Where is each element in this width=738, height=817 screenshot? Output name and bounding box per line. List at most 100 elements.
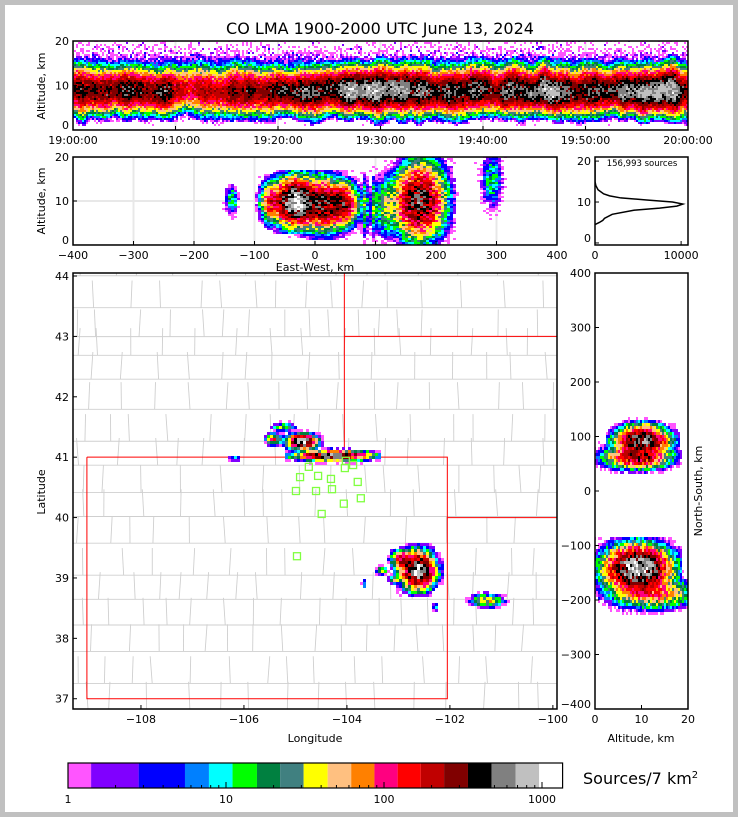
density-cell [300, 80, 302, 82]
density-cell [186, 104, 188, 106]
density-cell [252, 76, 254, 78]
density-cell [88, 44, 90, 46]
density-cell [268, 104, 270, 106]
density-cell [166, 84, 168, 86]
figure-canvas [5, 5, 733, 812]
density-cell [80, 96, 82, 98]
density-cell [80, 80, 82, 82]
density-cell [132, 74, 134, 76]
density-cell [198, 114, 200, 116]
density-cell [108, 108, 110, 110]
density-cell [212, 80, 214, 82]
density-cell [126, 112, 128, 114]
density-cell [170, 118, 172, 120]
density-cell [230, 102, 232, 104]
density-cell [166, 112, 168, 114]
density-cell [180, 62, 182, 64]
density-cell [250, 92, 252, 94]
density-cell [78, 110, 80, 112]
density-cell [166, 120, 168, 122]
density-cell [136, 76, 138, 78]
density-cell [74, 100, 76, 102]
density-cell [98, 78, 100, 80]
density-cell [118, 110, 120, 112]
density-cell [190, 62, 192, 64]
density-cell [276, 76, 278, 78]
density-cell [192, 98, 194, 100]
density-cell [228, 100, 230, 102]
density-cell [154, 96, 156, 98]
density-cell [216, 50, 218, 52]
density-cell [120, 58, 122, 60]
density-cell [298, 58, 300, 60]
density-cell [164, 108, 166, 110]
density-cell [214, 98, 216, 100]
density-cell [292, 98, 294, 100]
density-cell [234, 92, 236, 94]
density-cell [80, 56, 82, 58]
density-cell [190, 116, 192, 118]
density-cell [316, 94, 318, 96]
density-cell [224, 88, 226, 90]
density-cell [166, 82, 168, 84]
density-cell [198, 112, 200, 114]
density-cell [342, 106, 344, 108]
density-cell [310, 62, 312, 64]
density-cell [246, 42, 248, 44]
density-cell [264, 86, 266, 88]
density-cell [180, 74, 182, 76]
density-cell [336, 62, 338, 64]
density-cell [176, 100, 178, 102]
density-cell [314, 74, 316, 76]
density-cell [68, 98, 70, 100]
density-cell [140, 52, 142, 54]
density-cell [234, 98, 236, 100]
density-cell [344, 68, 346, 70]
density-cell [258, 90, 260, 92]
density-cell [154, 72, 156, 74]
density-cell [180, 70, 182, 72]
density-cell [266, 102, 268, 104]
density-cell [90, 96, 92, 98]
density-cell [86, 80, 88, 82]
density-cell [268, 122, 270, 124]
density-cell [318, 86, 320, 88]
density-cell [132, 68, 134, 70]
density-cell [142, 56, 144, 58]
density-cell [94, 74, 96, 76]
chart-title: CO LMA 1900-2000 UTC June 13, 2024 [226, 19, 534, 38]
density-cell [156, 116, 158, 118]
density-cell [76, 70, 78, 72]
density-cell [140, 94, 142, 96]
density-cell [166, 74, 168, 76]
density-cell [212, 62, 214, 64]
density-cell [70, 84, 72, 86]
density-cell [288, 108, 290, 110]
density-cell [336, 66, 338, 68]
density-cell [244, 60, 246, 62]
density-cell [176, 84, 178, 86]
density-cell [204, 106, 206, 108]
density-cell [242, 42, 244, 44]
density-cell [312, 122, 314, 124]
density-cell [190, 84, 192, 86]
density-cell [304, 82, 306, 84]
density-cell [326, 56, 328, 58]
density-cell [318, 96, 320, 98]
density-cell [92, 88, 94, 90]
density-cell [110, 52, 112, 54]
density-cell [288, 74, 290, 76]
density-cell [142, 78, 144, 80]
density-cell [192, 60, 194, 62]
density-cell [204, 64, 206, 66]
density-cell [84, 58, 86, 60]
density-cell [94, 102, 96, 104]
density-cell [144, 104, 146, 106]
density-cell [138, 46, 140, 48]
density-cell [144, 106, 146, 108]
density-cell [270, 64, 272, 66]
density-cell [178, 110, 180, 112]
density-cell [226, 80, 228, 82]
density-cell [342, 86, 344, 88]
density-cell [220, 104, 222, 106]
